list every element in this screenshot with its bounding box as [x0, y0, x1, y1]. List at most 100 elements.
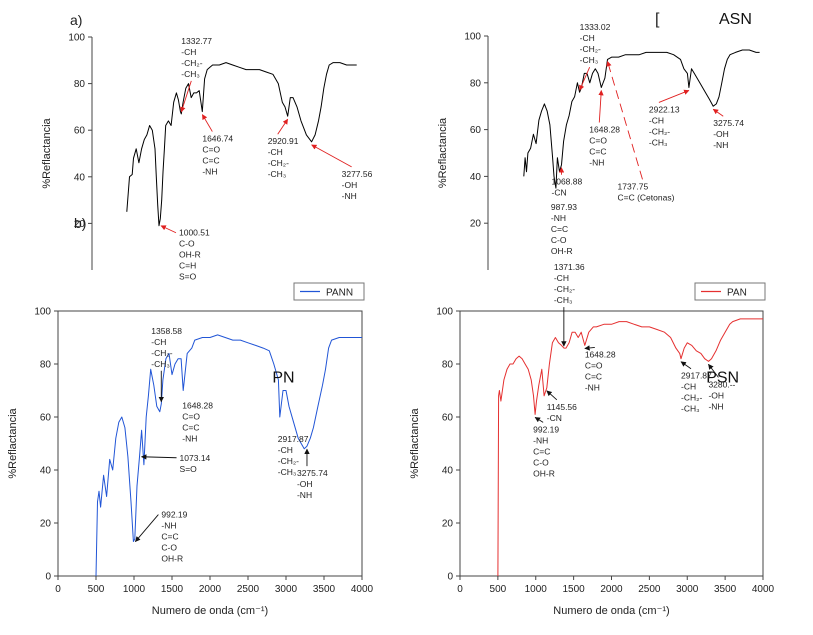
peak-arrow — [141, 454, 177, 460]
y-tick-label: 60 — [442, 413, 454, 424]
peak-arrow — [160, 225, 177, 234]
peak-arrow-dashed — [606, 60, 643, 180]
peak-wavenumber: 1358.58 — [151, 326, 182, 336]
peak-assignment: -NH — [589, 157, 604, 167]
peak-wavenumber: 2917.87 — [681, 371, 712, 381]
peak-assignment: C-O — [161, 543, 177, 553]
peak-assignment: -NH — [551, 213, 566, 223]
peak-assignment: -CH₂- — [649, 126, 670, 136]
y-tick-label: 100 — [436, 307, 453, 318]
y-tick-label: 40 — [40, 466, 52, 477]
plot-frame — [57, 310, 363, 577]
peak-annotation-3277.56: 3277.56-OH-NH — [311, 144, 373, 201]
y-tick-label: 100 — [34, 307, 51, 318]
y-tick-label: 60 — [40, 413, 52, 424]
y-tick-label: 0 — [45, 572, 51, 583]
peak-assignment: -CH — [181, 47, 196, 57]
peak-annotation-3275.74: 3275.74-OH-NH — [712, 108, 744, 150]
peak-wavenumber: 1073.14 — [180, 453, 211, 463]
peak-assignment: -CH₂- — [554, 284, 575, 294]
x-tick-label: 500 — [490, 584, 507, 595]
x-tick-label: 3500 — [714, 584, 737, 595]
peak-arrow — [658, 89, 690, 103]
peak-annotation-1073.14: 1073.14S=O — [141, 453, 211, 474]
y-axis-title: %Reflactancia — [41, 117, 53, 188]
y-tick-label: 80 — [40, 360, 52, 371]
peak-assignment: -CH₃ — [649, 137, 668, 147]
chart-panel-1: 20406080100%Reflactanciaa)b)1332.77-CH-C… — [41, 12, 373, 282]
peak-assignment: -CH — [268, 147, 283, 157]
x-tick-label: 2000 — [199, 584, 222, 595]
peak-assignment: -CH — [681, 382, 696, 392]
peak-arrow — [584, 345, 595, 351]
x-tick-label: 1000 — [123, 584, 146, 595]
peak-assignment: C=C — [202, 156, 219, 166]
legend-entry: PANN — [326, 288, 353, 299]
peak-assignment: C-O — [533, 457, 549, 467]
peak-arrow — [546, 390, 558, 401]
peak-assignment: -CN — [547, 413, 562, 423]
peak-assignment: OH-R — [533, 468, 555, 478]
peak-assignment: C-O — [179, 239, 195, 249]
spectrum-line-1 — [95, 334, 362, 577]
peak-assignment: -CH₂- — [681, 393, 702, 403]
x-tick-label: 4000 — [351, 584, 374, 595]
peak-annotation-992.19: 992.19-NHC=CC-OOH-R — [533, 416, 559, 478]
legend-box — [694, 282, 766, 301]
y-tick-label: 20 — [40, 519, 52, 530]
x-tick-label: 0 — [457, 584, 463, 595]
y-axis-title: %Reflactancia — [7, 407, 19, 478]
peak-wavenumber: 1145.56 — [547, 402, 577, 412]
peak-assignment: -CH — [554, 273, 569, 283]
peak-assignment: -NH — [182, 434, 197, 444]
peak-annotation-1358.58: 1358.58-CH-CH₂--CH₃ — [151, 326, 182, 403]
peak-arrow — [201, 114, 213, 132]
y-tick-label: 0 — [447, 572, 453, 583]
peak-assignment: -CH₂- — [580, 44, 601, 54]
peak-wavenumber: 1648.28 — [585, 349, 616, 359]
peak-annotation-3280.--: 3280.---OH-NH — [708, 363, 736, 411]
peak-annotation-2917.87: 2917.87-CH-CH₂--CH₃ — [680, 361, 712, 414]
y-tick-label: 80 — [470, 78, 482, 89]
x-tick-label: 500 — [88, 584, 105, 595]
peak-assignment: -NH — [585, 382, 600, 392]
peak-assignment: C=C — [161, 532, 178, 542]
peak-assignment: -OH — [713, 129, 729, 139]
peak-assignment: -CH — [151, 337, 166, 347]
peak-arrow — [598, 89, 604, 123]
peak-assignment: C=C (Cetonas) — [617, 192, 674, 202]
x-tick-label: 3000 — [275, 584, 298, 595]
peak-assignment: -NH — [533, 435, 548, 445]
x-tick-label: 2500 — [237, 584, 260, 595]
y-tick-label: 20 — [470, 219, 482, 230]
y-tick-label: 40 — [74, 172, 86, 183]
peak-assignment: -NH — [161, 521, 176, 531]
x-tick-label: 3500 — [313, 584, 336, 595]
peak-assignment: -NH — [297, 490, 312, 500]
peak-assignment: C=O — [589, 135, 607, 145]
peak-arrow — [277, 118, 289, 135]
x-tick-label: 2000 — [600, 584, 623, 595]
peak-assignment: C=C — [533, 446, 550, 456]
peak-arrow — [579, 66, 591, 91]
spectrum-line-1 — [523, 49, 760, 189]
sample-label: PN — [272, 370, 294, 387]
spectrum-line-1 — [126, 62, 357, 227]
x-tick-label: 1000 — [525, 584, 548, 595]
peak-assignment: -CN — [551, 188, 566, 198]
peak-assignment: -CH — [580, 33, 595, 43]
peak-annotation-992.19: 992.19-NHC=CC-OOH-R — [135, 510, 188, 564]
peak-assignment: C=C — [182, 423, 199, 433]
peak-assignment: -CH₂- — [181, 58, 202, 68]
peak-wavenumber: 3280.-- — [708, 379, 735, 389]
peak-wavenumber: 1737.75 — [617, 181, 648, 191]
peak-annotation-1646.74: 1646.74C=OC=C-NH — [201, 114, 233, 177]
x-tick-label: 0 — [55, 584, 61, 595]
peak-wavenumber: 3275.74 — [297, 468, 328, 478]
peak-assignment: -OH — [708, 390, 724, 400]
peak-wavenumber: 3275.74 — [713, 118, 744, 128]
x-tick-label: 4000 — [752, 584, 775, 595]
